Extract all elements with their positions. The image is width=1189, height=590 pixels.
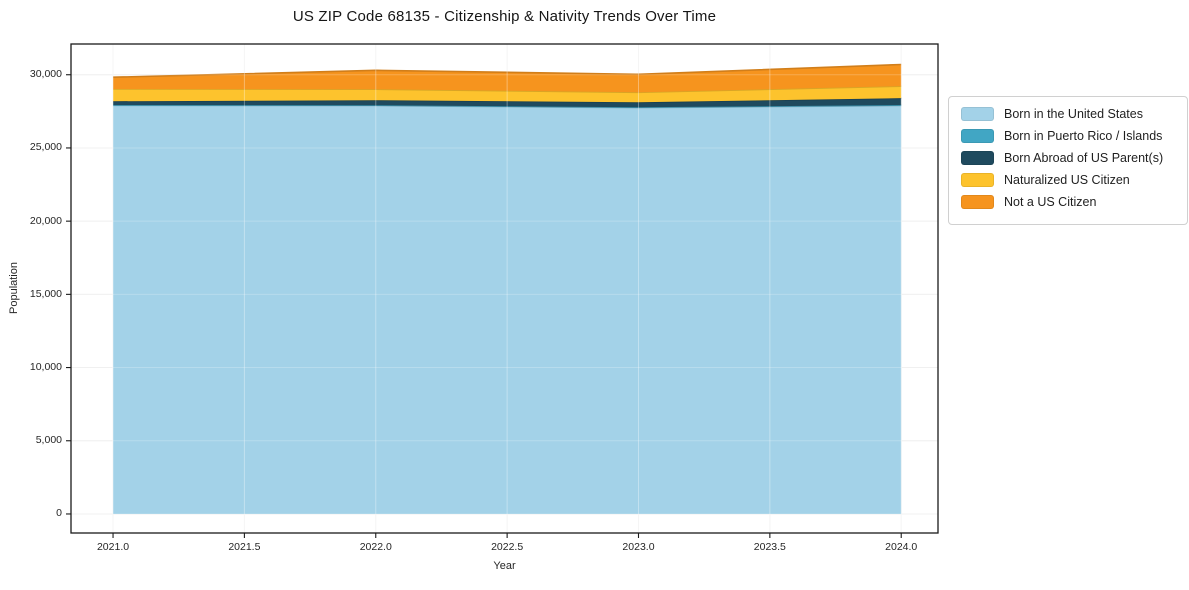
chart-legend: Born in the United States Born in Puerto… bbox=[948, 96, 1188, 225]
legend-item-naturalized: Naturalized US Citizen bbox=[961, 173, 1175, 187]
x-tick-label: 2022.5 bbox=[491, 541, 524, 553]
y-tick-label: 25,000 bbox=[29, 141, 62, 154]
y-tick-label: 20,000 bbox=[29, 214, 62, 227]
legend-swatch-not-citizen bbox=[961, 195, 994, 209]
x-tick-label: 2021.0 bbox=[96, 541, 130, 553]
y-tick-label: 5,000 bbox=[35, 434, 62, 447]
legend-swatch-puerto-rico bbox=[961, 129, 994, 143]
y-tick-label: 0 bbox=[56, 507, 62, 520]
y-tick-label: 15,000 bbox=[29, 287, 62, 300]
x-axis-label: Year bbox=[493, 560, 516, 572]
legend-swatch-born-us bbox=[961, 107, 994, 121]
legend-label: Not a US Citizen bbox=[1004, 195, 1097, 209]
legend-label: Born in the United States bbox=[1004, 107, 1143, 121]
x-tick-label: 2021.5 bbox=[228, 541, 261, 553]
legend-swatch-born-abroad bbox=[961, 151, 994, 165]
area-series-2 bbox=[113, 98, 902, 108]
legend-item-born-abroad: Born Abroad of US Parent(s) bbox=[961, 151, 1175, 165]
legend-item-puerto-rico: Born in Puerto Rico / Islands bbox=[961, 129, 1175, 143]
legend-item-born-us: Born in the United States bbox=[961, 107, 1175, 121]
area-series-0 bbox=[113, 105, 902, 514]
legend-swatch-naturalized bbox=[961, 173, 994, 187]
area-series-3 bbox=[113, 86, 902, 103]
legend-item-not-citizen: Not a US Citizen bbox=[961, 195, 1175, 209]
area-edge-4 bbox=[113, 63, 902, 79]
plot-frame bbox=[70, 43, 939, 534]
legend-label: Born in Puerto Rico / Islands bbox=[1004, 129, 1163, 143]
x-tick-label: 2022.0 bbox=[359, 541, 392, 553]
area-series-4 bbox=[113, 64, 902, 93]
x-tick-label: 2023.5 bbox=[753, 541, 786, 553]
chart-title: US ZIP Code 68135 - Citizenship & Nativi… bbox=[292, 8, 717, 25]
legend-label: Born Abroad of US Parent(s) bbox=[1004, 151, 1164, 165]
y-tick-label: 10,000 bbox=[29, 361, 62, 374]
y-tick-label: 30,000 bbox=[29, 68, 62, 81]
x-tick-label: 2024.0 bbox=[885, 541, 918, 553]
legend-label: Naturalized US Citizen bbox=[1004, 173, 1130, 187]
x-tick-label: 2023.0 bbox=[622, 541, 655, 553]
